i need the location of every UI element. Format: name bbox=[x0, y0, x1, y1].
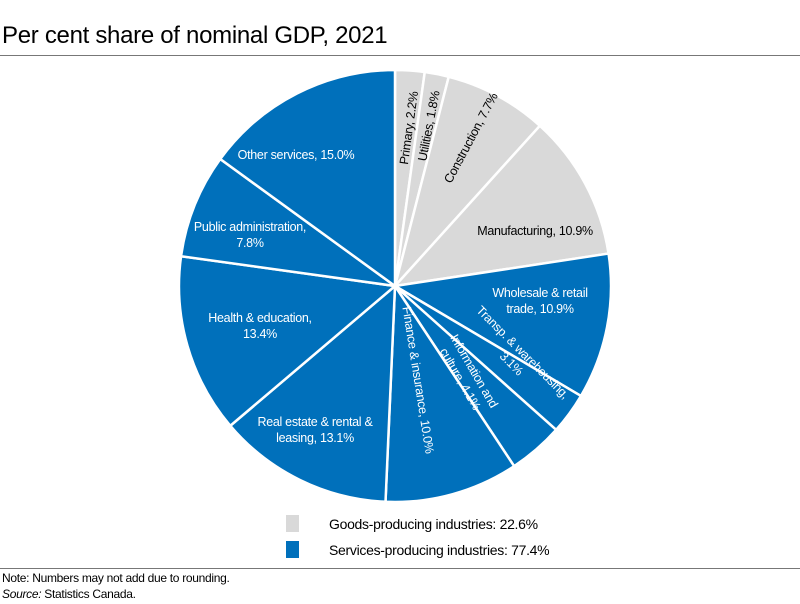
pie-slice bbox=[177, 254, 398, 428]
pie-slice bbox=[228, 283, 397, 504]
slice-label: Real estate & rental & leasing, 13.1% bbox=[258, 415, 374, 445]
chart-title: Per cent share of nominal GDP, 2021 bbox=[2, 22, 388, 49]
slice-label: Manufacturing, 10.9% bbox=[477, 224, 593, 238]
pie-slice bbox=[179, 157, 396, 288]
legend-swatch-goods bbox=[286, 515, 299, 532]
slice-label: Other services, 15.0% bbox=[238, 148, 355, 162]
pie-slice bbox=[391, 124, 610, 288]
pie-slice bbox=[393, 75, 542, 287]
legend-item-services: Services-producing industries: 77.4% bbox=[286, 541, 550, 558]
source-label: Source: bbox=[2, 587, 42, 601]
title-divider bbox=[0, 55, 800, 56]
footer-divider bbox=[0, 568, 800, 569]
legend-label-goods: Goods-producing industries: 22.6% bbox=[329, 515, 538, 532]
legend-swatch-services bbox=[286, 541, 299, 558]
pie-slice bbox=[391, 252, 613, 398]
legend-item-goods: Goods-producing industries: 22.6% bbox=[286, 515, 538, 532]
slice-label: Health & education, 13.4% bbox=[208, 311, 311, 341]
slice-label: Wholesale & retail trade, 10.9% bbox=[492, 286, 587, 316]
source-text: Source: Statistics Canada. bbox=[2, 587, 136, 601]
pie-slice bbox=[218, 68, 397, 289]
legend-label-services: Services-producing industries: 77.4% bbox=[329, 541, 550, 558]
source-value: Statistics Canada. bbox=[41, 587, 136, 601]
pie-slice bbox=[384, 282, 516, 504]
slice-label: Public administration, 7.8% bbox=[194, 220, 306, 250]
note-text: Note: Numbers may not add due to roundin… bbox=[2, 571, 230, 585]
